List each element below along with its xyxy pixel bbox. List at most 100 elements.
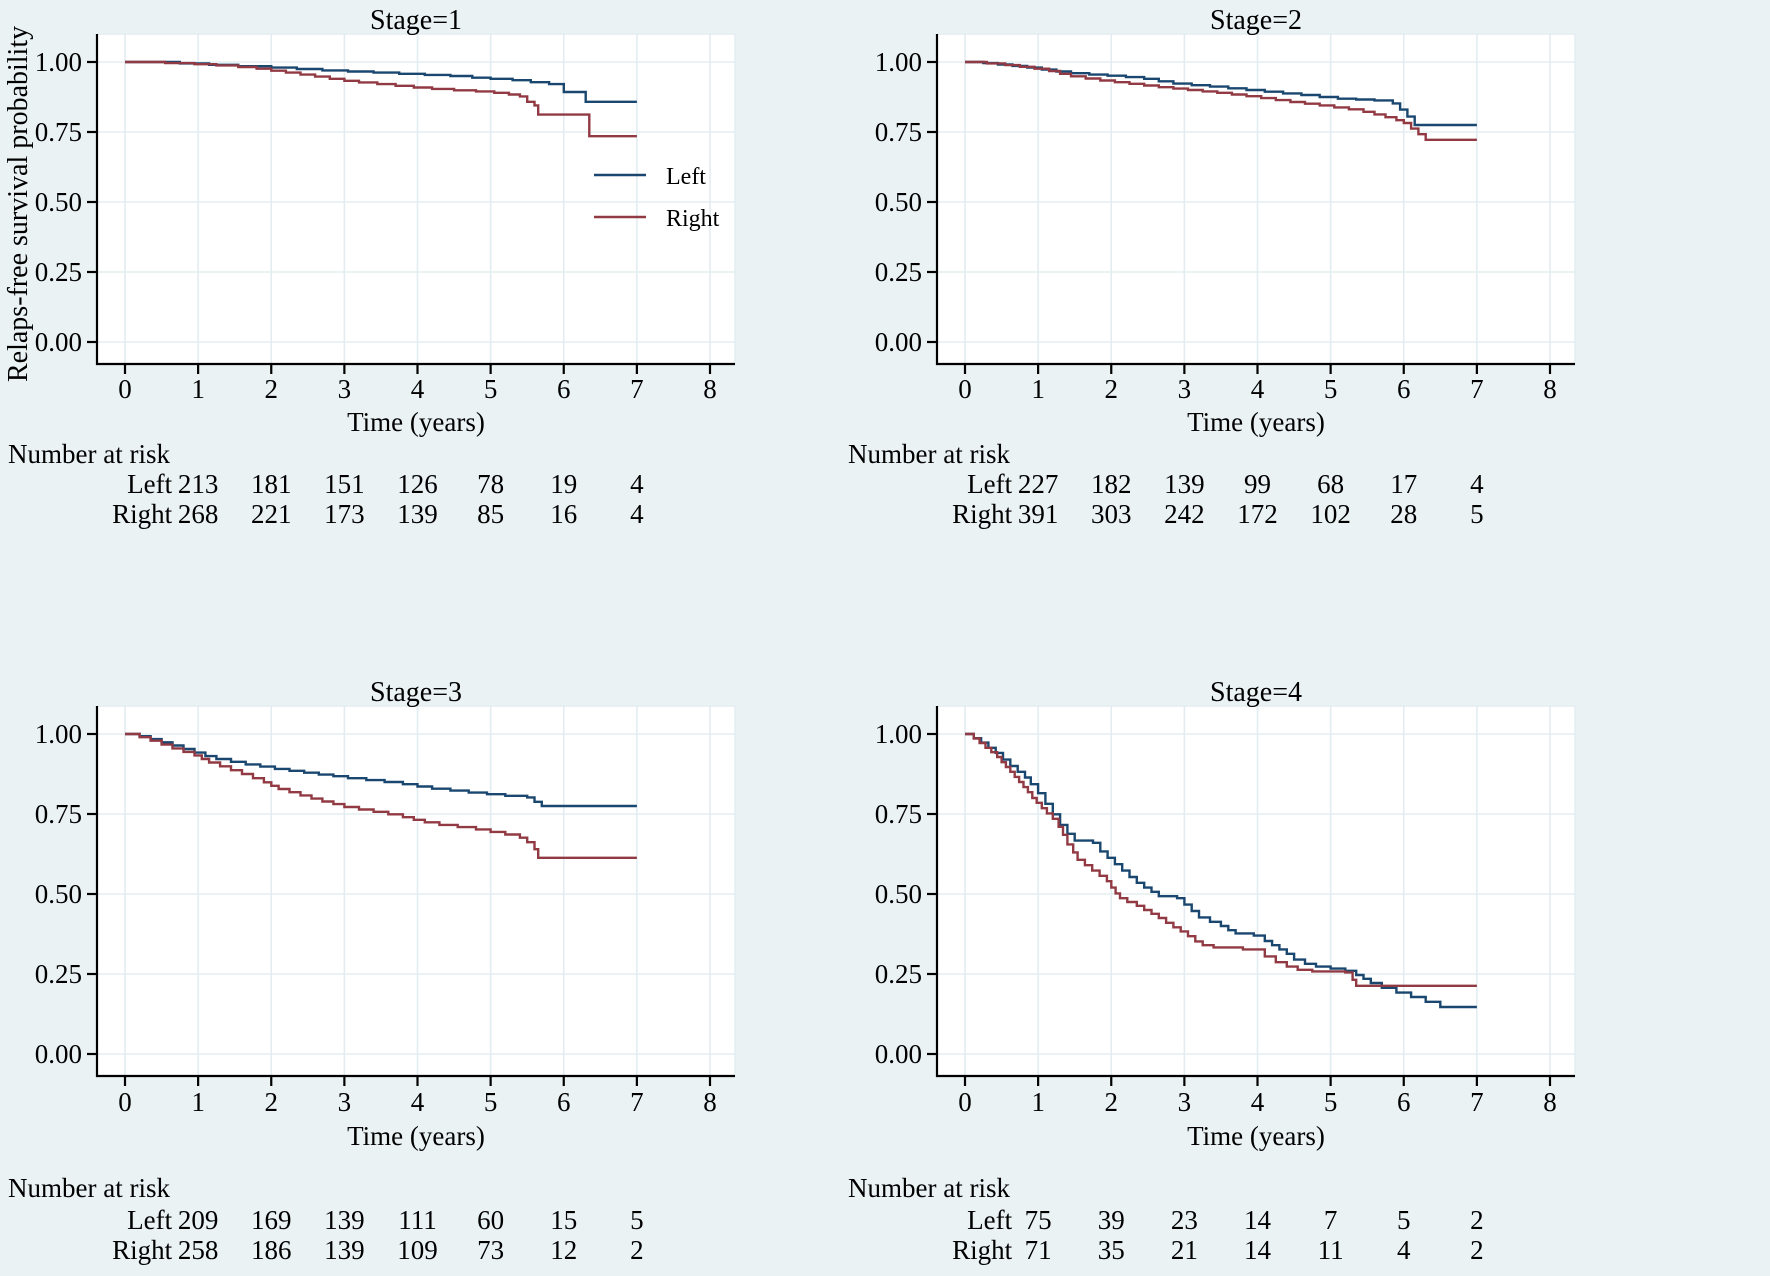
svg-text:1: 1 <box>1031 374 1045 404</box>
svg-text:3: 3 <box>338 1087 352 1117</box>
risk-table-header: Number at risk <box>848 1173 1010 1203</box>
svg-text:8: 8 <box>703 374 717 404</box>
svg-text:0.00: 0.00 <box>875 327 922 357</box>
svg-text:4: 4 <box>411 374 425 404</box>
risk-value: 23 <box>1171 1205 1198 1235</box>
risk-value: 78 <box>477 469 504 499</box>
y-tick-labels: 0.00 0.25 0.50 0.75 1.00 <box>35 719 82 1069</box>
y-tick-labels: 0.00 0.25 0.50 0.75 1.00 <box>875 719 922 1069</box>
risk-value: 14 <box>1244 1235 1272 1265</box>
svg-text:7: 7 <box>1470 1087 1484 1117</box>
y-tick-labels: 0.00 0.25 0.50 0.75 1.00 <box>875 47 922 357</box>
gridlines <box>937 34 1575 364</box>
risk-value: 60 <box>477 1205 504 1235</box>
risk-value: 28 <box>1390 499 1417 529</box>
risk-value: 391 <box>1018 499 1059 529</box>
risk-value: 258 <box>178 1235 219 1265</box>
risk-value: 99 <box>1244 469 1271 499</box>
svg-text:1.00: 1.00 <box>35 47 82 77</box>
svg-text:1.00: 1.00 <box>35 719 82 749</box>
svg-text:0.75: 0.75 <box>875 117 922 147</box>
svg-text:0.75: 0.75 <box>35 117 82 147</box>
plot-area <box>936 33 1576 365</box>
plot-area <box>96 705 736 1077</box>
svg-text:0.75: 0.75 <box>875 799 922 829</box>
risk-value: 209 <box>178 1205 219 1235</box>
risk-value: 303 <box>1091 499 1132 529</box>
plot-area <box>936 705 1576 1077</box>
risk-value: 5 <box>1470 499 1484 529</box>
risk-value: 227 <box>1018 469 1059 499</box>
panel-title: Stage=4 <box>1210 677 1302 708</box>
svg-text:1.00: 1.00 <box>875 47 922 77</box>
curve-right <box>125 60 637 138</box>
risk-value: 242 <box>1164 499 1205 529</box>
svg-text:0: 0 <box>958 374 972 404</box>
risk-value: 139 <box>324 1205 365 1235</box>
x-tick-labels: 0 1 2 3 4 5 6 7 8 <box>958 374 1557 404</box>
x-tick-labels: 0 1 2 3 4 5 6 7 8 <box>118 374 717 404</box>
risk-value: 71 <box>1025 1235 1052 1265</box>
risk-value: 5 <box>1397 1205 1411 1235</box>
risk-row-label-left: Left <box>127 1205 172 1235</box>
legend-label-left: Left <box>666 164 706 190</box>
risk-row-label-right: Right <box>952 499 1013 529</box>
risk-value: 182 <box>1091 469 1132 499</box>
risk-value: 7 <box>1324 1205 1338 1235</box>
risk-value: 85 <box>477 499 504 529</box>
svg-text:0: 0 <box>958 1087 972 1117</box>
risk-value: 172 <box>1237 499 1278 529</box>
risk-value: 19 <box>550 469 577 499</box>
curve-right <box>965 732 1477 987</box>
risk-value: 186 <box>251 1235 292 1265</box>
svg-text:7: 7 <box>1470 374 1484 404</box>
svg-text:0.50: 0.50 <box>875 879 922 909</box>
svg-text:2: 2 <box>265 1087 279 1117</box>
svg-text:0.00: 0.00 <box>35 327 82 357</box>
x-tick-labels: 0 1 2 3 4 5 6 7 8 <box>958 1087 1557 1117</box>
risk-row-label-left: Left <box>967 469 1012 499</box>
panel-title: Stage=2 <box>1210 5 1302 36</box>
svg-text:5: 5 <box>1324 1087 1338 1117</box>
risk-value: 11 <box>1318 1235 1344 1265</box>
svg-text:0.50: 0.50 <box>35 879 82 909</box>
risk-value: 68 <box>1317 469 1344 499</box>
risk-value: 169 <box>251 1205 292 1235</box>
svg-text:8: 8 <box>1543 1087 1557 1117</box>
risk-table-header: Number at risk <box>8 439 170 469</box>
risk-value: 102 <box>1310 499 1351 529</box>
svg-text:0.25: 0.25 <box>35 959 82 989</box>
risk-value: 75 <box>1025 1205 1052 1235</box>
risk-table-header: Number at risk <box>8 1173 170 1203</box>
risk-value: 17 <box>1390 469 1417 499</box>
svg-text:5: 5 <box>484 374 498 404</box>
y-tick-labels: 0.00 0.25 0.50 0.75 1.00 <box>35 47 82 357</box>
risk-value: 39 <box>1098 1205 1125 1235</box>
panel-title: Stage=3 <box>370 677 462 708</box>
risk-value: 109 <box>397 1235 438 1265</box>
risk-value: 111 <box>398 1205 437 1235</box>
svg-text:6: 6 <box>1397 374 1411 404</box>
x-axis-label: Time (years) <box>347 407 485 437</box>
svg-text:6: 6 <box>557 374 571 404</box>
svg-text:2: 2 <box>265 374 279 404</box>
risk-value: 173 <box>324 499 365 529</box>
svg-text:0.50: 0.50 <box>35 187 82 217</box>
axes <box>87 706 735 1086</box>
risk-value: 139 <box>324 1235 365 1265</box>
curve-right <box>125 732 637 859</box>
risk-value: 4 <box>1397 1235 1411 1265</box>
risk-row-label-right: Right <box>112 499 173 529</box>
svg-text:0.25: 0.25 <box>35 257 82 287</box>
svg-text:5: 5 <box>1324 374 1338 404</box>
axes <box>87 34 735 374</box>
risk-value: 181 <box>251 469 292 499</box>
gridlines <box>97 706 735 1076</box>
